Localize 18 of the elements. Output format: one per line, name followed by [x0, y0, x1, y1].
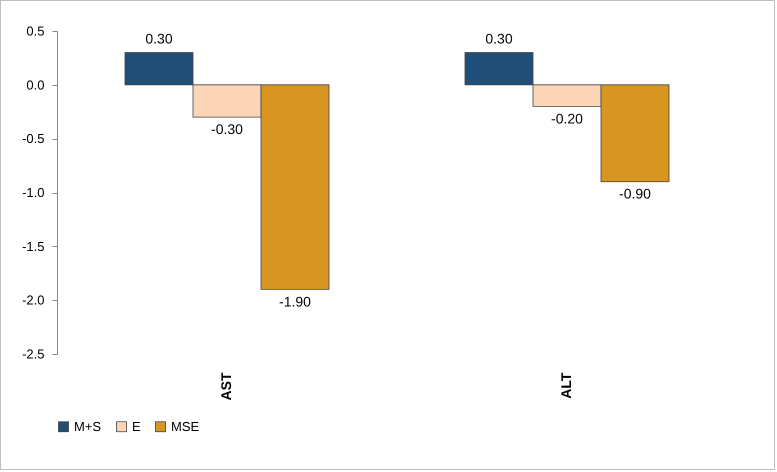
x-tick-label: AST	[218, 372, 234, 400]
data-label: -1.90	[279, 293, 312, 310]
data-label: -0.90	[619, 186, 652, 202]
x-tick-label: ALT	[558, 372, 574, 399]
y-tick-label: -1.0	[22, 185, 44, 200]
legend-label: MSE	[171, 418, 200, 434]
data-label: 0.30	[485, 30, 513, 47]
legend-label: E	[132, 418, 141, 434]
legend-label: M+S	[74, 418, 102, 434]
data-label: 0.30	[145, 30, 173, 47]
y-tick-label: -1.5	[22, 238, 44, 254]
y-tick-label: 0.0	[26, 77, 44, 92]
data-label: -0.20	[551, 110, 584, 126]
y-tick-label: 0.5	[26, 24, 44, 38]
data-label: -0.30	[211, 121, 244, 138]
y-tick-label: -2.5	[22, 346, 44, 362]
y-tick-label: -0.5	[22, 131, 44, 146]
y-tick-label: -2.0	[22, 292, 44, 308]
